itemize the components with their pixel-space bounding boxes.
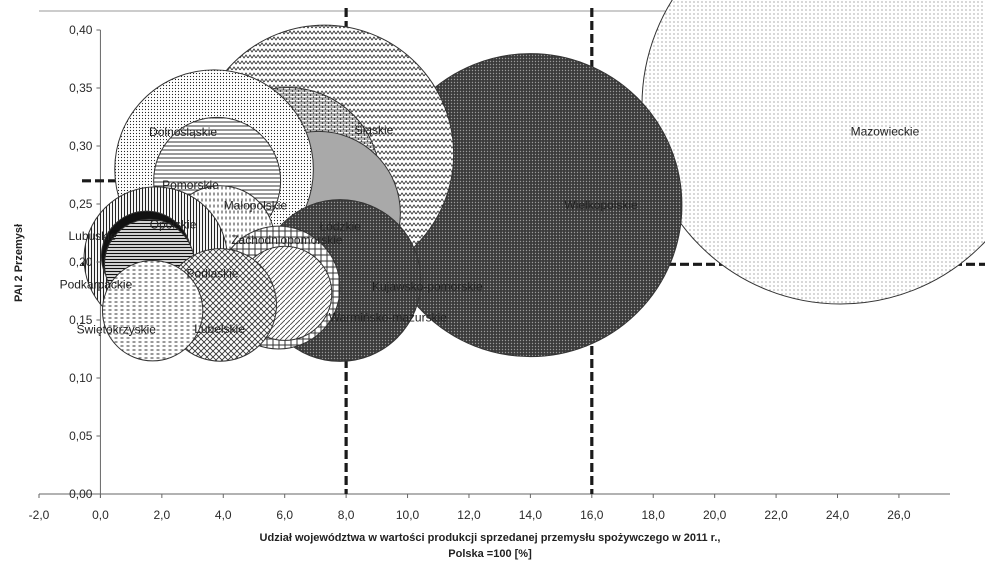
y-axis-ticks: 0,00 0,05 0,10 0,15 0,20 0,25 0,30 0,35 0,40 [69,23,101,501]
label-pomorskie: Pomorskie [162,178,219,192]
y-axis-title: PAI 2 Przemysł [13,224,25,302]
label-slaskie: Śląskie [355,122,394,137]
label-kujawsko-pomorskie: Kujawsko-pomorskie [372,280,483,294]
x-tick-label: 26,0 [887,508,911,522]
x-tick-label: 6,0 [276,508,293,522]
x-tick-label: 22,0 [764,508,788,522]
y-tick-label: 0,15 [69,313,93,327]
label-podkarpackie: Podkarpackie [60,277,133,291]
x-axis-title-line1: Udział województwa w wartości produkcji … [260,532,721,544]
label-swietokrzyskie: Świętokrzyskie [77,322,157,337]
bubble-mazowieckie [641,0,985,305]
x-tick-label: 20,0 [703,508,727,522]
x-tick-label: 10,0 [396,508,420,522]
y-tick-label: 0,35 [69,81,93,95]
x-tick-label: 12,0 [457,508,481,522]
y-tick-label: 0,20 [69,255,93,269]
label-opolskie: Opolskie [150,218,197,232]
label-zachodniopomorskie: Zachodniopomorskie [231,233,343,247]
y-tick-label: 0,25 [69,197,93,211]
x-tick-label: 24,0 [826,508,850,522]
label-warminsko-mazurskie: Warmińsko-mazurskie [329,310,448,324]
y-tick-label: 0,10 [69,371,93,385]
x-tick-label: 0,0 [92,508,109,522]
label-lubelskie: Lubelskie [194,322,245,336]
x-tick-label: 18,0 [642,508,666,522]
x-tick-label: 14,0 [519,508,543,522]
y-tick-label: 0,40 [69,23,93,37]
x-tick-label: 2,0 [154,508,171,522]
x-axis-ticks: -2,0 0,0 2,0 4,0 6,0 8,0 10,0 12,0 14,0 16,0 18,0 2… [29,494,911,522]
y-tick-label: 0,00 [69,487,93,501]
x-axis-title-line2: Polska =100 [%] [448,548,532,560]
x-tick-label: 4,0 [215,508,232,522]
x-tick-label: 16,0 [580,508,604,522]
label-lodzkie: Łódzkie [319,219,361,233]
label-podlaskie: Podlaskie [187,267,239,281]
label-dolnoslaskie: Dolnośląskie [149,125,217,139]
point-labels: Mazowieckie Wielkopolskie Śląskie Małopolsk… [60,122,920,337]
label-mazowieckie: Mazowieckie [851,124,920,138]
y-tick-label: 0,30 [69,139,93,153]
label-malopolskie: Małopolskie [224,199,288,213]
y-tick-label: 0,05 [69,429,93,443]
x-tick-label: 8,0 [338,508,355,522]
bubble-swietokrzyskie [101,260,204,362]
label-wielkopolskie: Wielkopolskie [564,198,638,212]
x-tick-label: -2,0 [29,508,50,522]
bubbles [83,0,985,362]
label-lubuskie: Lubuskie [68,229,116,243]
